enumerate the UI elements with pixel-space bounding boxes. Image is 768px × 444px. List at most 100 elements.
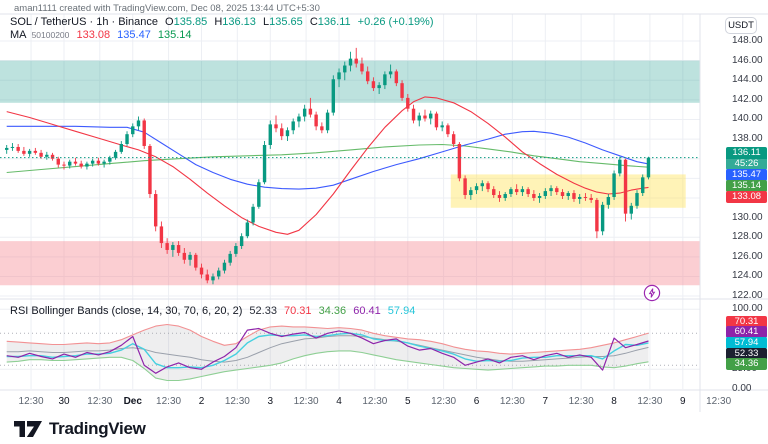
candle-body bbox=[618, 159, 622, 174]
candle-body bbox=[371, 81, 376, 89]
candle-body bbox=[646, 157, 651, 178]
candle-body bbox=[623, 159, 628, 214]
rsi-lower-badge-value: 34.36 bbox=[734, 357, 759, 369]
rsi-badge-value: 60.41 bbox=[734, 326, 759, 338]
price-axis-label: 148.00 bbox=[732, 35, 763, 46]
price-axis-label: 146.00 bbox=[732, 54, 763, 66]
flash-publish-button[interactable] bbox=[643, 284, 661, 302]
ma-params: 50100200 bbox=[31, 30, 70, 40]
symbol-title[interactable]: SOL / TetherUS · 1h · Binance bbox=[10, 16, 158, 28]
candle-body bbox=[320, 126, 324, 131]
ma-legend[interactable]: MA 50100200 133.08 135.47 135.14 bbox=[10, 29, 196, 41]
candle-body bbox=[589, 197, 593, 200]
time-axis-label: 12:30 bbox=[637, 396, 663, 407]
rsi-ma-badge-value: 57.94 bbox=[734, 337, 759, 349]
candle-body bbox=[514, 189, 519, 193]
candle-body bbox=[90, 160, 95, 164]
candle-body bbox=[486, 183, 490, 190]
time-axis-label: 12:30 bbox=[362, 396, 388, 407]
candle-body bbox=[222, 262, 227, 271]
candle-body bbox=[45, 154, 49, 157]
candle-body bbox=[423, 115, 427, 119]
candle-body bbox=[262, 144, 267, 183]
candle-body bbox=[606, 196, 611, 205]
time-axis-label: 12:30 bbox=[87, 396, 113, 407]
rsi-legend[interactable]: RSI Bollinger Bands (close, 14, 30, 70, … bbox=[10, 305, 419, 317]
candle-body bbox=[131, 126, 135, 135]
candle-body bbox=[503, 194, 507, 198]
price-axis-label: 130.00 bbox=[732, 211, 763, 223]
change-value: +0.26 (+0.19%) bbox=[357, 16, 434, 28]
candle-body bbox=[205, 274, 209, 281]
candle-body bbox=[199, 267, 204, 275]
time-axis-label: 12:30 bbox=[293, 396, 319, 407]
time-axis-label: 12:30 bbox=[706, 396, 732, 407]
candle-body bbox=[578, 196, 582, 199]
candle-body bbox=[549, 188, 553, 192]
current-price-badge-value: 136.11 bbox=[732, 147, 761, 158]
time-axis-label: 12:30 bbox=[431, 396, 457, 407]
rsi-basis-badge: 52.33 bbox=[726, 347, 767, 360]
rsi-basis-badge-value: 52.33 bbox=[734, 347, 759, 359]
candle-body bbox=[308, 108, 313, 115]
candle-body bbox=[572, 193, 576, 199]
attribution-text: aman1111 created with TradingView.com, D… bbox=[14, 3, 320, 14]
time-axis-label: 5 bbox=[405, 396, 411, 407]
candle-body bbox=[274, 124, 278, 129]
currency-toggle-button[interactable]: USDT bbox=[725, 17, 757, 34]
candle-body bbox=[411, 108, 416, 121]
candle-body bbox=[85, 163, 89, 167]
candle-body bbox=[463, 178, 467, 196]
candle-body bbox=[10, 146, 15, 148]
candle-body bbox=[595, 199, 599, 232]
open-value: 135.85 bbox=[173, 16, 208, 28]
candle-body bbox=[239, 236, 244, 247]
candle-body bbox=[337, 72, 341, 80]
candle-body bbox=[440, 125, 444, 128]
high-value: 136.13 bbox=[222, 16, 256, 28]
tradingview-logo[interactable]: TradingView bbox=[14, 419, 146, 439]
candle-body bbox=[635, 193, 639, 206]
candle-body bbox=[641, 177, 645, 194]
candle-body bbox=[194, 254, 198, 268]
candle-body bbox=[566, 193, 570, 196]
candle-body bbox=[68, 161, 72, 166]
candle-body bbox=[119, 144, 123, 152]
candle-body bbox=[446, 125, 450, 135]
time-axis-label: 12:30 bbox=[568, 396, 594, 407]
candle-body bbox=[234, 246, 238, 254]
candle-body bbox=[188, 254, 192, 260]
rsi-indicator-title[interactable]: RSI Bollinger Bands (close, 14, 30, 70, … bbox=[10, 305, 243, 317]
candle-body bbox=[469, 190, 473, 196]
rsi-upper-value: 70.31 bbox=[284, 305, 312, 317]
price-axis-label: 124.00 bbox=[732, 270, 763, 282]
time-axis-label: 6 bbox=[473, 396, 480, 407]
candle-body bbox=[360, 63, 364, 72]
candle-body bbox=[102, 161, 106, 164]
open-label: O bbox=[165, 16, 174, 28]
candle-body bbox=[62, 164, 66, 166]
time-axis-label: 8 bbox=[611, 396, 617, 407]
symbol-legend: SOL / TetherUS · 1h · Binance O135.85 H1… bbox=[10, 16, 438, 28]
candle-body bbox=[285, 130, 290, 137]
candle-body bbox=[251, 206, 255, 223]
time-axis-label: Dec bbox=[123, 396, 142, 407]
price-axis-label: 144.00 bbox=[732, 74, 763, 86]
candle-body bbox=[268, 124, 272, 145]
candle-body bbox=[526, 189, 530, 195]
rsi-lower-value: 34.36 bbox=[318, 305, 347, 317]
candle-body bbox=[388, 71, 393, 75]
rsi-value: 60.41 bbox=[353, 305, 381, 317]
candle-body bbox=[245, 222, 250, 237]
candle-body bbox=[480, 183, 484, 187]
candle-body bbox=[406, 97, 410, 109]
ma200-value: 135.14 bbox=[157, 29, 192, 41]
candle-body bbox=[629, 205, 633, 214]
price-axis-label: 122.00 bbox=[732, 290, 763, 302]
candle-body bbox=[492, 189, 496, 196]
ma50-price-badge-value: 133.08 bbox=[731, 191, 762, 203]
ma100-price-badge: 135.47 bbox=[726, 169, 767, 182]
time-axis-label: 2 bbox=[198, 396, 205, 407]
